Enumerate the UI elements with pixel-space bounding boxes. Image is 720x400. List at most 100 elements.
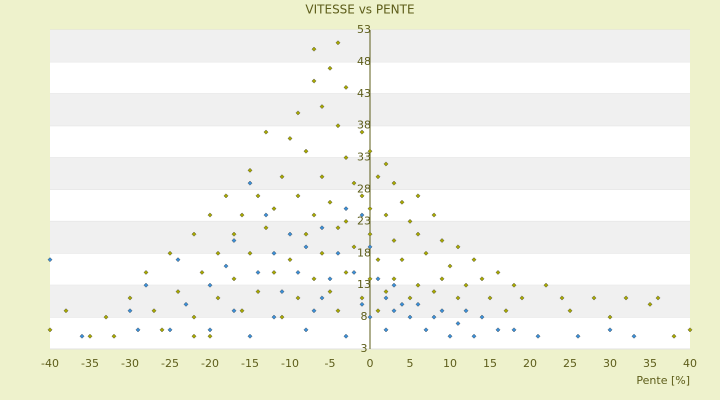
point [263, 129, 269, 135]
point [319, 174, 325, 180]
point [511, 282, 517, 288]
x-tick-label: 15 [483, 357, 497, 370]
point [231, 308, 237, 314]
point [327, 289, 333, 294]
point [143, 270, 149, 275]
point [351, 180, 357, 186]
point [359, 129, 365, 135]
point [143, 282, 149, 288]
y-tick-label: 43 [357, 87, 371, 100]
point [279, 314, 285, 320]
point [367, 231, 373, 237]
point [431, 289, 437, 294]
point [383, 161, 389, 167]
point [367, 148, 373, 154]
point [295, 295, 301, 301]
point [543, 282, 549, 288]
point [263, 212, 269, 218]
point [311, 212, 317, 218]
x-tick-label: 0 [367, 357, 374, 370]
point [231, 231, 237, 237]
point [79, 333, 85, 339]
point [375, 257, 381, 263]
point [303, 244, 309, 250]
point [607, 314, 613, 320]
point [207, 212, 213, 218]
point [567, 308, 573, 314]
point [335, 250, 341, 256]
point [327, 199, 333, 205]
point [591, 295, 597, 301]
point [463, 308, 469, 314]
point [271, 270, 277, 275]
point [439, 238, 445, 243]
point [455, 295, 461, 301]
point [191, 333, 197, 339]
point [391, 180, 397, 186]
y-tick-label: 18 [357, 246, 371, 259]
point [335, 225, 341, 231]
x-tick-label: 25 [563, 357, 577, 370]
point [303, 327, 309, 333]
point [63, 308, 69, 314]
point [511, 327, 517, 333]
point [215, 295, 221, 301]
point [127, 308, 133, 314]
point [359, 193, 365, 199]
point [455, 321, 461, 326]
point [383, 295, 389, 301]
x-tick-label: -25 [161, 357, 179, 370]
point [335, 308, 341, 314]
point [135, 327, 141, 333]
x-tick-label: 40 [683, 357, 697, 370]
point [159, 327, 165, 333]
point [375, 174, 381, 180]
x-tick-label: -35 [81, 357, 99, 370]
point [431, 314, 437, 320]
point [471, 333, 477, 339]
point [647, 301, 653, 307]
point [383, 212, 389, 218]
point [311, 308, 317, 314]
point [231, 276, 237, 282]
point [319, 104, 325, 109]
point [399, 257, 405, 263]
point [351, 244, 357, 250]
point [247, 250, 253, 256]
point [319, 250, 325, 256]
y-tick-label: 33 [357, 151, 371, 164]
x-tick-label: 10 [443, 357, 457, 370]
x-tick-label: -40 [41, 357, 59, 370]
point [655, 295, 661, 301]
point [223, 263, 229, 269]
point [455, 244, 461, 250]
point [191, 314, 197, 320]
point [335, 123, 341, 129]
x-tick-label: -15 [241, 357, 259, 370]
point [103, 314, 109, 320]
point [231, 238, 237, 243]
point [175, 289, 181, 294]
point [151, 308, 157, 314]
point [415, 231, 421, 237]
point [247, 333, 253, 339]
point [415, 282, 421, 288]
point [239, 308, 245, 314]
point [375, 308, 381, 314]
point [399, 199, 405, 205]
point [295, 270, 301, 275]
point [343, 85, 349, 90]
point [191, 231, 197, 237]
y-tick-label: 38 [357, 119, 371, 132]
point [287, 231, 293, 237]
point [223, 193, 229, 199]
point [367, 276, 373, 282]
point [447, 333, 453, 339]
point [199, 270, 205, 275]
y-tick-label: 8 [361, 310, 368, 323]
point [311, 78, 317, 84]
point [407, 295, 413, 301]
point [439, 308, 445, 314]
point [111, 333, 117, 339]
point [167, 250, 173, 256]
